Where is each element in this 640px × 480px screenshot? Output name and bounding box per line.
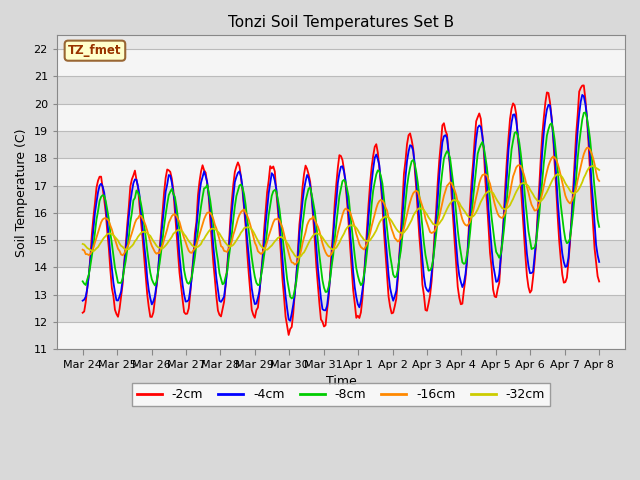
-32cm <box>589 163 597 169</box>
-32cm <box>239 228 246 234</box>
-4cm <box>365 214 372 219</box>
Bar <box>57 131 625 158</box>
Text: TZ_fmet: TZ_fmet <box>68 44 122 57</box>
Line: -32cm: -32cm <box>83 166 599 257</box>
Legend: -2cm, -4cm, -8cm, -16cm, -32cm: -2cm, -4cm, -8cm, -16cm, -32cm <box>132 383 550 406</box>
-32cm <box>294 254 301 260</box>
-16cm <box>291 262 299 267</box>
-16cm <box>595 178 603 184</box>
-16cm <box>491 201 499 206</box>
-8cm <box>79 278 86 284</box>
X-axis label: Time: Time <box>326 375 356 388</box>
Title: Tonzi Soil Temperatures Set B: Tonzi Soil Temperatures Set B <box>228 15 454 30</box>
-32cm <box>79 241 86 247</box>
-32cm <box>491 193 499 199</box>
Line: -16cm: -16cm <box>83 148 599 264</box>
-32cm <box>595 167 603 173</box>
-2cm <box>491 294 499 300</box>
-8cm <box>491 240 499 245</box>
Bar <box>57 213 625 240</box>
-2cm <box>90 214 97 220</box>
Line: -8cm: -8cm <box>83 112 599 299</box>
-4cm <box>474 125 481 131</box>
-4cm <box>595 259 603 265</box>
-2cm <box>239 188 246 193</box>
-16cm <box>90 245 97 251</box>
-4cm <box>286 318 294 324</box>
Line: -4cm: -4cm <box>83 95 599 321</box>
-4cm <box>239 185 246 191</box>
-8cm <box>365 234 372 240</box>
-2cm <box>474 114 481 120</box>
Bar <box>57 240 625 267</box>
-4cm <box>579 92 586 98</box>
-16cm <box>239 208 246 214</box>
-2cm <box>365 201 372 207</box>
-16cm <box>484 177 492 183</box>
-32cm <box>484 188 492 194</box>
-2cm <box>580 83 588 88</box>
-2cm <box>484 224 492 229</box>
-4cm <box>484 206 492 212</box>
Bar <box>57 185 625 213</box>
-8cm <box>90 243 97 249</box>
Bar <box>57 104 625 131</box>
-2cm <box>595 278 603 284</box>
Bar <box>57 49 625 76</box>
Bar <box>57 76 625 104</box>
-32cm <box>90 248 97 254</box>
-2cm <box>285 332 292 338</box>
Y-axis label: Soil Temperature (C): Soil Temperature (C) <box>15 128 28 257</box>
-16cm <box>474 188 481 193</box>
-8cm <box>582 109 589 115</box>
-16cm <box>365 236 372 241</box>
-32cm <box>365 238 372 244</box>
-4cm <box>491 270 499 276</box>
-4cm <box>79 298 86 303</box>
-16cm <box>79 247 86 252</box>
Line: -2cm: -2cm <box>83 85 599 335</box>
Bar <box>57 322 625 349</box>
Bar <box>57 267 625 295</box>
-4cm <box>90 226 97 232</box>
-32cm <box>474 206 481 212</box>
-8cm <box>288 296 296 301</box>
-8cm <box>239 185 246 191</box>
Bar <box>57 295 625 322</box>
-8cm <box>595 224 603 230</box>
-2cm <box>79 310 86 316</box>
-8cm <box>474 151 481 156</box>
-8cm <box>484 180 492 186</box>
Bar <box>57 158 625 185</box>
-16cm <box>584 145 592 151</box>
